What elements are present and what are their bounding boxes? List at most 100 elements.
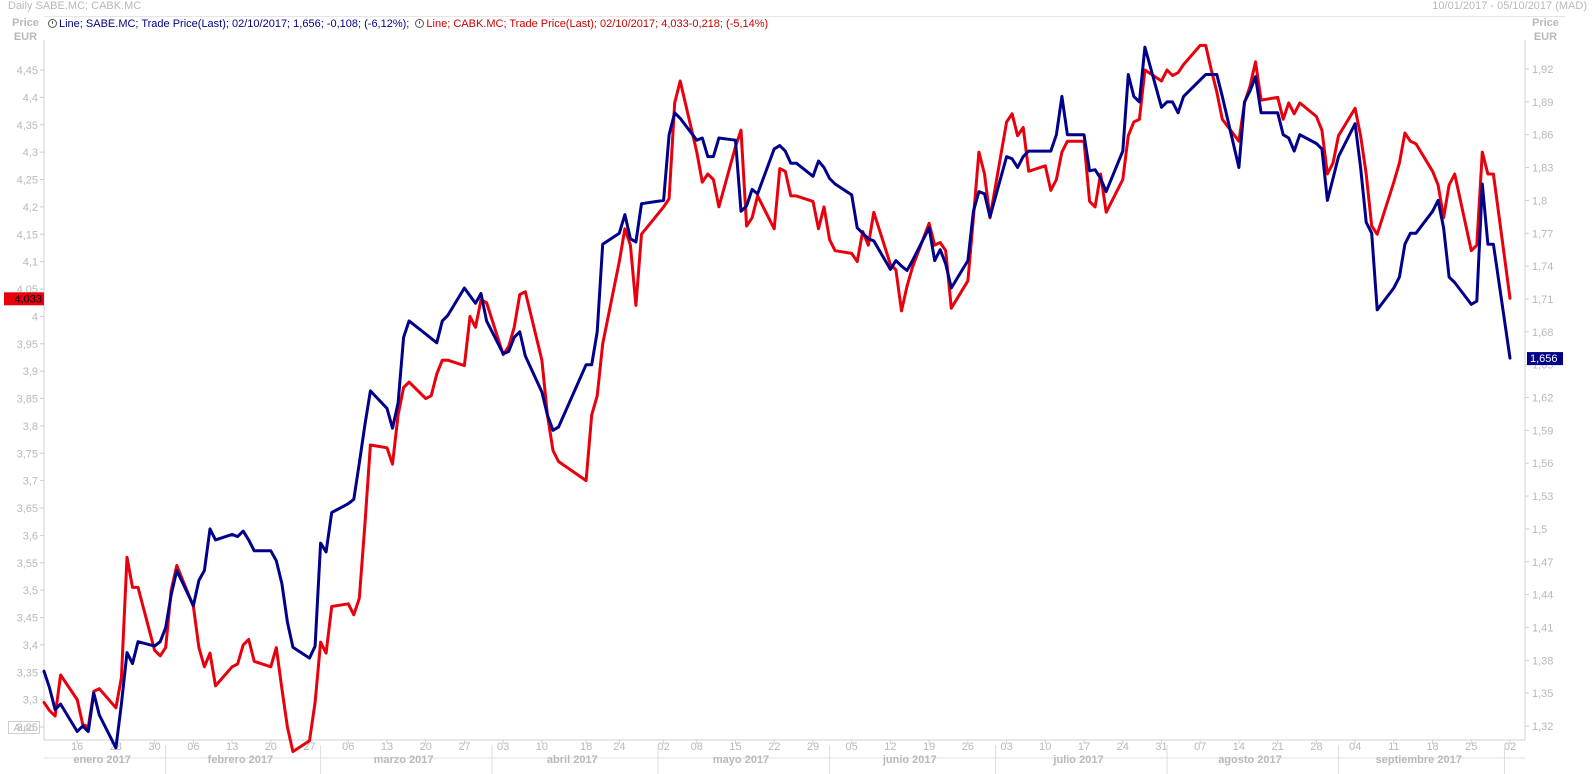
right-tick-label: 1,44 [1532,590,1553,602]
left-axis-label: Price [12,17,39,29]
right-tick-label: 1,71 [1532,294,1553,306]
x-tick-label: 03 [1000,741,1012,753]
x-tick-label: 14 [1233,741,1245,753]
x-tick-label: 06 [342,741,354,753]
right-tick-label: 1,53 [1532,491,1553,503]
x-tick-label: 17 [1078,741,1090,753]
x-tick-label: 21 [1272,741,1284,753]
x-tick-label: 16 [71,741,83,753]
month-label: mayo 2017 [713,754,769,766]
x-tick-label: 15 [729,741,741,753]
right-tick-label: 1,89 [1532,97,1553,109]
left-tick-label: 3,95 [17,339,38,351]
right-tick-label: 1,56 [1532,458,1553,470]
x-tick-label: 22 [768,741,780,753]
left-tick-label: 4,3 [23,147,38,159]
clock-icon[interactable] [48,19,57,28]
left-tick-label: 3,7 [23,476,38,488]
clock-icon[interactable] [415,19,425,28]
right-tick-label: 1,83 [1532,163,1553,175]
month-label: agosto 2017 [1218,754,1282,766]
series-line-cabk-mc [42,43,1512,754]
left-tick-label: 4,2 [23,202,38,214]
x-tick-label: 18 [580,741,592,753]
series-line-sabe-mc [42,45,1512,750]
x-tick-label: 13 [381,741,393,753]
month-label: marzo 2017 [374,754,434,766]
right-tick-label: 1,35 [1532,688,1553,700]
right-tick-label: 1,32 [1532,721,1553,733]
x-tick-label: 27 [458,741,470,753]
left-tick-label: 3,9 [23,366,38,378]
right-tick-label: 1,41 [1532,622,1553,634]
left-tick-label: 4,1 [23,257,38,269]
left-tick-label: 3,5 [23,585,38,597]
left-tick-label: 3,65 [17,503,38,515]
x-tick-label: 31 [1155,741,1167,753]
right-tick-label: 1,77 [1532,228,1553,240]
last-value-label-cabk: 4,033 [14,293,42,305]
left-tick-label: 4,35 [17,120,38,132]
x-tick-label: 12 [884,741,896,753]
x-tick-label: 25 [1465,741,1477,753]
month-label: abril 2017 [547,754,598,766]
right-axis-title: Price EUR [1532,16,1559,44]
left-tick-label: 4,45 [17,65,38,77]
right-axis-unit: EUR [1533,31,1558,43]
right-tick-label: 1,59 [1532,425,1553,437]
x-tick-label: 30 [149,741,161,753]
last-value-badge-sabe [1527,352,1563,366]
x-tick-label: 19 [923,741,935,753]
left-tick-label: 3,25 [17,722,38,734]
last-value-label-sabe: 1,656 [1530,353,1558,365]
right-tick-label: 1,47 [1532,557,1553,569]
x-tick-label: 06 [187,741,199,753]
month-label: febrero 2017 [208,754,273,766]
x-tick-label: 18 [1426,741,1438,753]
right-tick-label: 1,68 [1532,327,1553,339]
legend-cabk: Line; CABK.MC; Trade Price(Last); 02/10/… [426,18,769,30]
date-range: 10/01/2017 - 05/10/2017 (MAD) [1432,0,1587,12]
left-tick-label: 3,3 [23,695,38,707]
x-tick-label: 02 [1504,741,1516,753]
left-tick-label: 3,55 [17,558,38,570]
chart-title: Daily SABE.MC; CABK.MC [8,0,142,12]
x-tick-label: 29 [807,741,819,753]
right-tick-label: 1,8 [1532,195,1547,207]
x-tick-label: 26 [962,741,974,753]
x-tick-label: 10 [1039,741,1051,753]
auto-scale-button[interactable]: Auto [8,721,40,734]
legend: Line; SABE.MC; Trade Price(Last); 02/10/… [48,18,768,30]
right-tick-label: 1,5 [1532,524,1547,536]
x-tick-label: 28 [1310,741,1322,753]
right-tick-label: 1,86 [1532,130,1553,142]
last-value-badge-cabk [4,292,44,306]
x-tick-label: 10 [536,741,548,753]
left-axis-title: Price EUR [12,16,39,44]
x-tick-label: 04 [1349,741,1361,753]
right-axis-label: Price [1532,17,1559,29]
left-tick-label: 3,85 [17,394,38,406]
left-tick-label: 3,75 [17,448,38,460]
left-tick-label: 4 [32,311,38,323]
header-divider [44,16,1565,17]
x-tick-label: 20 [265,741,277,753]
month-label: enero 2017 [73,754,130,766]
left-tick-label: 3,45 [17,613,38,625]
x-tick-label: 05 [846,741,858,753]
left-tick-label: 4,25 [17,175,38,187]
month-label: julio 2017 [1052,754,1103,766]
left-axis-unit: EUR [13,31,38,43]
x-tick-label: 02 [657,741,669,753]
right-tick-label: 1,38 [1532,655,1553,667]
left-tick-label: 3,4 [23,640,38,652]
x-tick-label: 07 [1194,741,1206,753]
x-tick-label: 24 [613,741,625,753]
x-tick-label: 08 [691,741,703,753]
x-tick-label: 03 [497,741,509,753]
x-tick-label: 13 [226,741,238,753]
right-tick-label: 1,74 [1532,261,1553,273]
left-tick-label: 3,35 [17,667,38,679]
left-tick-label: 4,4 [23,92,38,104]
